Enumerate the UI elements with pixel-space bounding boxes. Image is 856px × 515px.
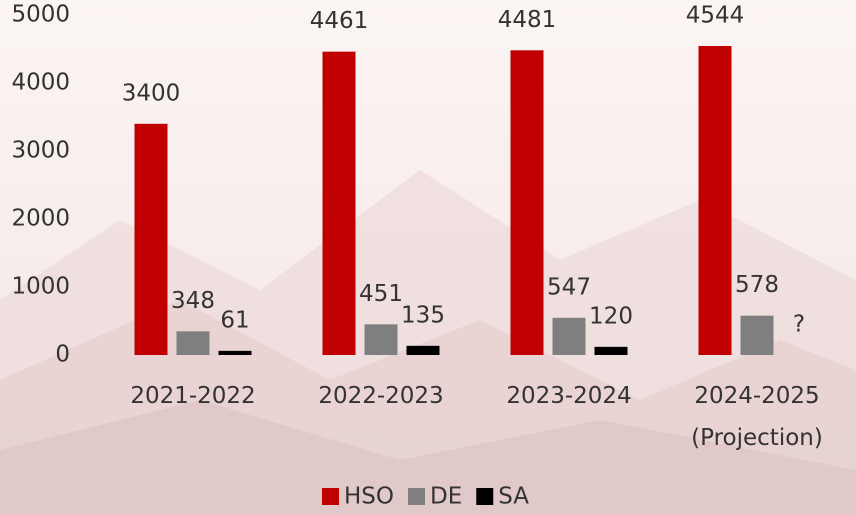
y-tick-label: 3000 — [11, 138, 70, 164]
y-tick-label: 0 — [55, 342, 70, 368]
value-label: ? — [793, 312, 805, 338]
legend-swatch — [476, 488, 494, 505]
x-tick-label: 2021-2022 — [130, 383, 256, 409]
bar — [594, 346, 628, 355]
value-label: 451 — [359, 281, 403, 307]
x-tick-label: 2024-2025 (Projection) — [691, 383, 823, 451]
value-label: 578 — [735, 272, 779, 298]
bar — [322, 51, 356, 355]
bar — [134, 123, 168, 355]
y-tick-label: 4000 — [11, 70, 70, 96]
bar — [218, 350, 252, 355]
bar — [552, 317, 586, 355]
legend-label: SA — [498, 484, 529, 510]
value-label: 547 — [547, 274, 591, 300]
legend-label: HSO — [344, 484, 394, 510]
legend-label: DE — [430, 484, 462, 510]
value-label: 61 — [220, 307, 249, 333]
bar — [406, 345, 440, 355]
value-label: 4544 — [686, 3, 745, 29]
value-label: 4481 — [498, 7, 557, 33]
legend-swatch — [408, 488, 425, 505]
legend-swatch — [322, 488, 339, 505]
x-tick-label: 2022-2023 — [318, 383, 444, 409]
value-label: 135 — [401, 302, 445, 328]
value-label: 120 — [589, 303, 633, 329]
bar — [698, 46, 732, 356]
bar — [176, 331, 210, 355]
value-label: 348 — [171, 288, 215, 314]
value-label: 4461 — [310, 8, 369, 34]
bar — [740, 315, 774, 355]
y-tick-label: 5000 — [11, 2, 70, 28]
value-label: 3400 — [122, 80, 181, 106]
bar — [364, 324, 398, 355]
y-tick-label: 1000 — [11, 274, 70, 300]
x-tick-label: 2023-2024 — [506, 383, 632, 409]
y-tick-label: 2000 — [11, 206, 70, 232]
mountain — [0, 400, 856, 515]
bar — [510, 50, 544, 356]
